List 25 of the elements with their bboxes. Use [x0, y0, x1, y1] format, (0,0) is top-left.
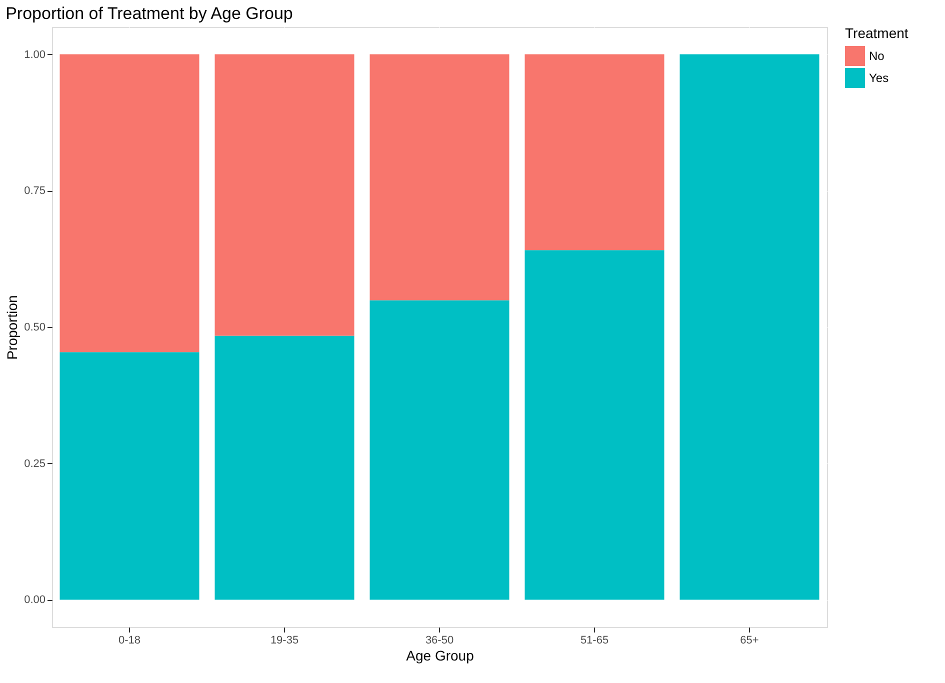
y-tick-label: 0.00 — [24, 594, 46, 606]
x-tick-label: 0-18 — [118, 634, 141, 646]
x-tick-label: 36-50 — [425, 634, 454, 646]
legend-title: Treatment — [845, 25, 908, 41]
y-tick-label: 0.25 — [24, 458, 46, 470]
x-axis-title: Age Group — [406, 648, 474, 664]
bar — [370, 300, 510, 600]
legend-label: No — [869, 49, 885, 63]
bar — [524, 54, 664, 250]
bar — [214, 336, 354, 600]
bar — [370, 54, 510, 300]
bar — [60, 54, 200, 352]
x-tick-label: 65+ — [740, 634, 759, 646]
y-tick-label: 1.00 — [24, 48, 46, 61]
chart-title: Proportion of Treatment by Age Group — [6, 4, 293, 23]
x-tick-label: 19-35 — [270, 634, 299, 646]
bar — [214, 54, 354, 336]
y-axis-title: Proportion — [4, 295, 20, 360]
legend-label: Yes — [869, 71, 889, 85]
bar — [524, 250, 664, 600]
bar — [680, 54, 820, 600]
y-tick-label: 0.75 — [24, 185, 46, 198]
bar — [60, 352, 200, 600]
y-tick-label: 0.50 — [24, 322, 46, 334]
x-tick-label: 51-65 — [580, 634, 609, 646]
